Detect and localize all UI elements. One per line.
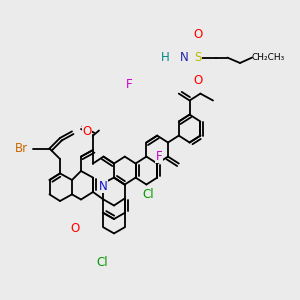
Text: H: H (161, 51, 170, 64)
Text: O: O (82, 125, 92, 139)
Text: O: O (194, 28, 202, 41)
Text: Cl: Cl (143, 188, 154, 202)
Text: F: F (126, 77, 132, 91)
Text: F: F (156, 149, 162, 163)
Text: N: N (180, 51, 189, 64)
Text: S: S (194, 51, 202, 64)
Text: O: O (70, 221, 80, 235)
Text: CH₂CH₃: CH₂CH₃ (252, 53, 285, 62)
Text: N: N (99, 179, 108, 193)
Text: O: O (194, 74, 202, 88)
Text: Cl: Cl (96, 256, 108, 269)
Text: Br: Br (15, 142, 28, 155)
